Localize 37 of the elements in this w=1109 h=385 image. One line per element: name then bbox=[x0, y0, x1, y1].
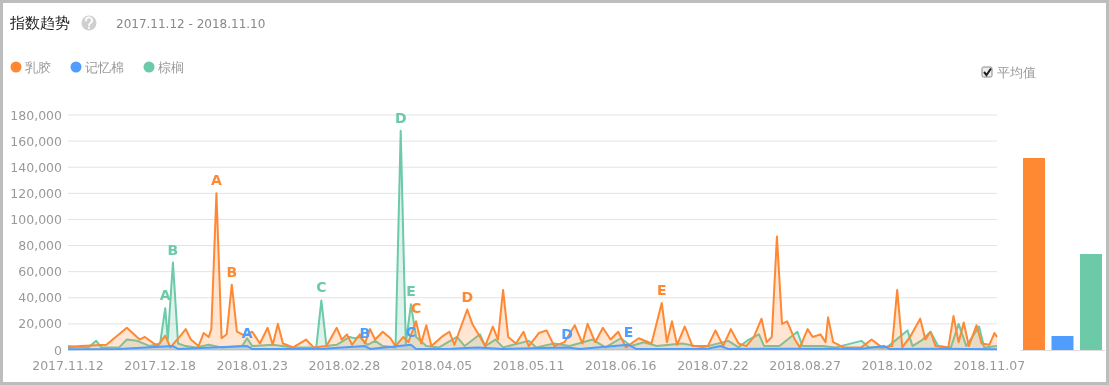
annotation: B bbox=[226, 263, 238, 280]
annotation: E bbox=[406, 283, 416, 300]
x-tick-label: 2018.04.05 bbox=[400, 358, 473, 373]
y-tick-label: 20,000 bbox=[18, 316, 63, 332]
y-tick-label: 160,000 bbox=[10, 133, 63, 149]
x-tick-label: 2018.02.28 bbox=[308, 358, 381, 373]
x-tick-label: 2017.11.12 bbox=[32, 358, 104, 373]
x-tick-label: 2018.08.27 bbox=[769, 358, 841, 373]
x-tick-label: 2018.06.16 bbox=[585, 358, 657, 373]
y-tick-label: 180,000 bbox=[10, 107, 63, 123]
y-tick-label: 120,000 bbox=[10, 185, 63, 201]
x-tick-label: 2017.12.18 bbox=[124, 358, 196, 373]
chart-title: 平均值 bbox=[997, 65, 1036, 80]
annotation: D bbox=[461, 288, 474, 305]
x-tick-label: 2018.05.11 bbox=[492, 358, 565, 373]
y-tick-label: 80,000 bbox=[18, 238, 63, 254]
x-tick-label: 2018.01.23 bbox=[216, 358, 289, 373]
legend-label: 乳胶 bbox=[25, 60, 51, 75]
y-tick-label: 100,000 bbox=[10, 211, 63, 227]
y-tick-label: 60,000 bbox=[18, 264, 63, 280]
x-tick-label: 2018.10.02 bbox=[861, 358, 933, 373]
annotation: E bbox=[656, 282, 667, 298]
y-tick-label: 0 bbox=[54, 342, 63, 358]
x-tick-label: 2018.11.07 bbox=[953, 358, 1026, 373]
annotation: A bbox=[211, 172, 223, 189]
y-tick-label: 40,000 bbox=[18, 290, 63, 306]
chart-subtitle: 2017.11.12 - 2018.11.10 bbox=[116, 17, 266, 31]
chart-title: 指数趋势 bbox=[9, 14, 70, 32]
annotation: E bbox=[623, 323, 634, 340]
annotation: B bbox=[167, 241, 179, 258]
annotation: D bbox=[394, 109, 407, 126]
x-tick-label: 2018.07.22 bbox=[677, 358, 749, 373]
legend-label: 记忆棉 bbox=[85, 60, 124, 75]
annotation: A bbox=[159, 287, 171, 304]
y-tick-label: 140,000 bbox=[10, 159, 63, 175]
annotation: C bbox=[316, 279, 327, 296]
legend-label: 棕榈 bbox=[158, 60, 184, 75]
